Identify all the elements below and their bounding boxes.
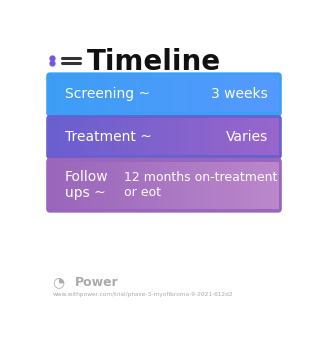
Text: Screening ~: Screening ~: [65, 87, 150, 101]
Text: Follow
ups ~: Follow ups ~: [65, 170, 108, 200]
Text: Varies: Varies: [226, 130, 268, 144]
Text: 12 months on-treatment
or eot: 12 months on-treatment or eot: [124, 171, 278, 199]
Text: Treatment ~: Treatment ~: [65, 130, 152, 144]
Text: Timeline: Timeline: [87, 48, 221, 76]
FancyBboxPatch shape: [46, 115, 282, 159]
Text: ◔: ◔: [52, 275, 65, 289]
FancyBboxPatch shape: [46, 73, 282, 117]
Text: 3 weeks: 3 weeks: [212, 87, 268, 101]
FancyBboxPatch shape: [46, 158, 282, 213]
Text: www.withpower.com/trial/phase-3-myofibroma-9-2021-612d2: www.withpower.com/trial/phase-3-myofibro…: [52, 291, 233, 297]
Text: Power: Power: [75, 276, 118, 289]
